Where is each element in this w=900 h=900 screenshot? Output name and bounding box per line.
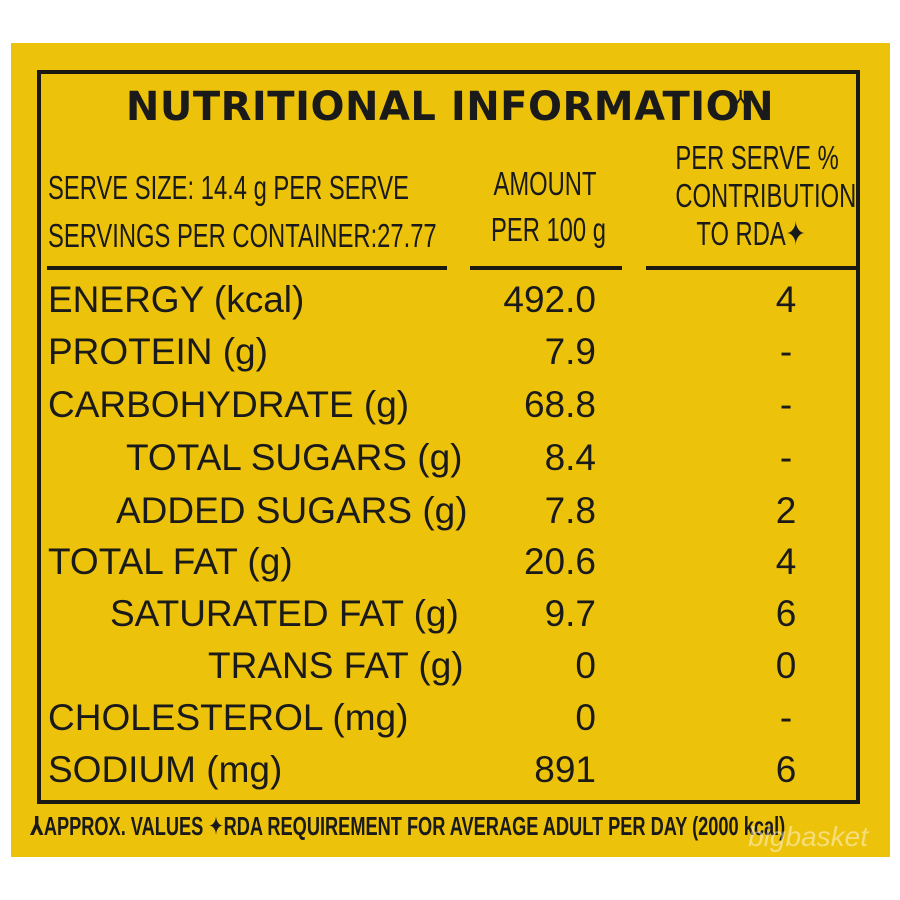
- servings-per-container: SERVINGS PER CONTAINER:27.77: [48, 217, 437, 254]
- column-header-rda-line: CONTRIBUTION: [675, 177, 857, 214]
- approx-mark-icon: ⅄: [734, 86, 748, 111]
- nutrient-amount: 68.8: [523, 384, 596, 425]
- nutrient-label: SATURATED FAT (g): [110, 593, 459, 634]
- nutrient-rda: -: [779, 384, 793, 425]
- nutrient-label: ENERGY (kcal): [48, 279, 305, 320]
- nutrient-rda: 4: [775, 541, 797, 582]
- footnote: ⅄APPROX. VALUES ✦RDA REQUIREMENT FOR AVE…: [30, 811, 786, 841]
- label-background: [11, 43, 890, 857]
- nutrient-rda: 6: [775, 593, 797, 634]
- header-rule-amount: [470, 266, 622, 270]
- serve-size: SERVE SIZE: 14.4 g PER SERVE: [48, 169, 409, 206]
- column-header-amount-line: AMOUNT: [493, 165, 597, 202]
- nutrient-amount: 7.9: [544, 331, 596, 372]
- nutrient-label: CARBOHYDRATE (g): [48, 384, 410, 425]
- nutrient-label: CHOLESTEROL (mg): [48, 697, 409, 738]
- nutrient-amount: 0: [575, 697, 596, 738]
- nutrient-label: TRANS FAT (g): [208, 645, 464, 686]
- nutrient-label: SODIUM (mg): [48, 749, 283, 790]
- header-rule-rda: [646, 266, 856, 270]
- nutrient-rda: 2: [775, 490, 797, 531]
- nutrient-rda: 0: [775, 645, 797, 686]
- nutrient-rda: -: [779, 331, 793, 372]
- nutrient-rda: -: [779, 437, 793, 478]
- column-header-amount: AMOUNT PER 100 g: [470, 165, 620, 248]
- nutrient-rda: 4: [775, 279, 797, 320]
- nutrient-label: TOTAL FAT (g): [48, 541, 293, 582]
- nutrient-rda: 6: [775, 749, 797, 790]
- column-header-amount-line: PER 100 g: [491, 211, 606, 248]
- watermark-text: bigbasket: [748, 821, 868, 852]
- nutrient-amount: 492.0: [503, 279, 596, 320]
- column-header-rda-line: TO RDA✦: [696, 215, 806, 252]
- nutrient-amount: 891: [534, 749, 596, 790]
- nutrient-label: PROTEIN (g): [48, 331, 268, 372]
- nutrient-amount: 7.8: [544, 490, 596, 531]
- nutrient-label: TOTAL SUGARS (g): [126, 437, 463, 478]
- column-header-rda-line: PER SERVE %: [675, 139, 839, 176]
- nutrient-amount: 9.7: [544, 593, 596, 634]
- nutrient-amount: 0: [575, 645, 596, 686]
- nutrient-rda: -: [779, 697, 793, 738]
- nutrient-amount: 20.6: [523, 541, 596, 582]
- nutrition-table-border: [37, 70, 860, 804]
- table-title: NUTRITIONAL INFORMATION: [125, 84, 775, 130]
- nutrient-label: ADDED SUGARS (g): [116, 490, 468, 531]
- nutrient-amount: 8.4: [544, 437, 596, 478]
- column-header-rda: PER SERVE % CONTRIBUTION TO RDA✦: [646, 139, 857, 252]
- header-rule-label: [47, 266, 447, 270]
